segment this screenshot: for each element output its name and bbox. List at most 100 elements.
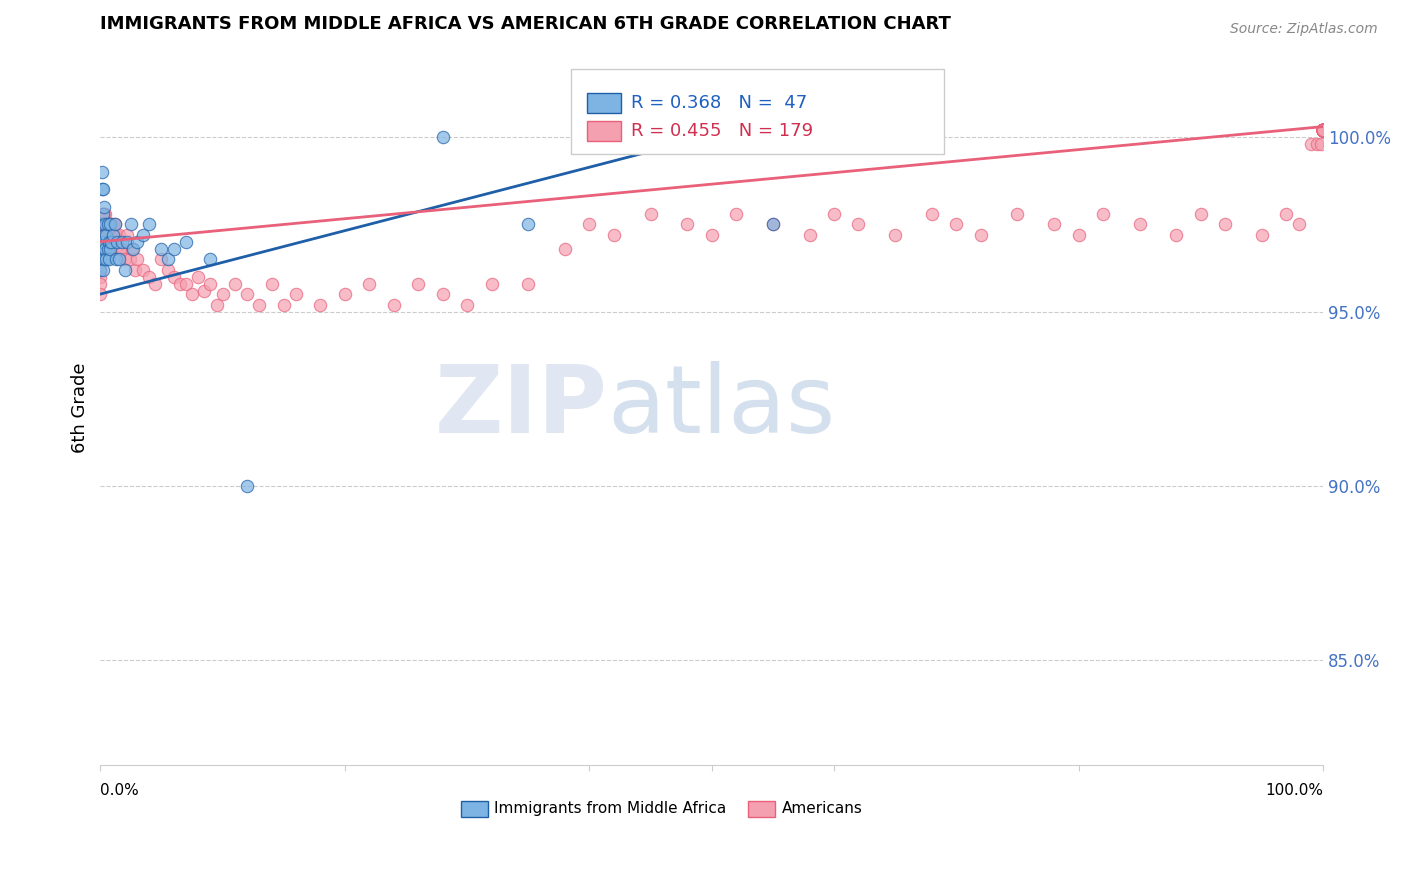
Point [89, 287, 111, 301]
Point [1288, 217, 1310, 231]
Point [145, 277, 167, 291]
Point [456, 297, 478, 311]
Point [91, 262, 114, 277]
Point [94, 217, 117, 231]
Point [211, 287, 233, 301]
Point [91, 207, 114, 221]
Point [1312, 123, 1334, 137]
Point [309, 297, 332, 311]
Point [260, 277, 283, 291]
Point [1067, 227, 1090, 242]
Point [1312, 123, 1334, 137]
Point [1129, 217, 1152, 231]
Point [117, 235, 139, 249]
Point [1312, 123, 1334, 137]
Point [1312, 123, 1334, 137]
Point [91, 235, 114, 249]
Point [224, 277, 246, 291]
Point [1312, 123, 1334, 137]
Point [91, 227, 114, 242]
Point [333, 287, 356, 301]
Point [101, 217, 124, 231]
Point [105, 252, 128, 267]
Point [432, 130, 454, 145]
Point [1312, 123, 1334, 137]
Point [1312, 123, 1334, 137]
Point [181, 287, 204, 301]
Point [97, 227, 120, 242]
Point [1312, 123, 1334, 137]
Point [107, 252, 129, 267]
Point [1189, 207, 1212, 221]
Point [1312, 123, 1334, 137]
Point [1251, 227, 1274, 242]
Point [1312, 123, 1334, 137]
Point [193, 284, 215, 298]
Point [1312, 123, 1334, 137]
Point [200, 277, 222, 291]
Point [90, 217, 112, 231]
Point [1312, 123, 1334, 137]
Point [676, 217, 699, 231]
Point [97, 227, 120, 242]
Point [1312, 123, 1334, 137]
Point [1312, 123, 1334, 137]
Point [1306, 136, 1329, 151]
Point [1312, 123, 1334, 137]
Point [1312, 123, 1334, 137]
Point [93, 252, 115, 267]
Point [96, 217, 118, 231]
Point [1312, 123, 1334, 137]
Point [1312, 123, 1334, 137]
Point [108, 242, 131, 256]
Point [97, 217, 120, 231]
Point [174, 235, 197, 249]
Point [90, 242, 112, 256]
Point [1312, 123, 1334, 137]
Text: 100.0%: 100.0% [1265, 782, 1323, 797]
Point [1312, 123, 1334, 137]
Point [89, 217, 111, 231]
FancyBboxPatch shape [748, 801, 775, 816]
Point [945, 217, 967, 231]
Point [187, 269, 209, 284]
Point [156, 262, 179, 277]
Point [138, 269, 160, 284]
Point [1312, 123, 1334, 137]
Point [101, 227, 124, 242]
Point [1312, 123, 1334, 137]
Point [1312, 123, 1334, 137]
Point [93, 207, 115, 221]
Point [205, 297, 228, 311]
Point [517, 217, 540, 231]
Point [1312, 123, 1334, 137]
Point [1312, 123, 1334, 137]
Text: R = 0.455   N = 179: R = 0.455 N = 179 [631, 122, 813, 140]
Point [90, 242, 112, 256]
Point [89, 235, 111, 249]
Point [94, 227, 117, 242]
Point [1312, 123, 1334, 137]
Point [1312, 123, 1334, 137]
Point [1312, 123, 1334, 137]
Point [91, 217, 114, 231]
Point [125, 252, 148, 267]
Point [700, 227, 723, 242]
Point [1312, 123, 1334, 137]
Point [97, 252, 120, 267]
Point [90, 227, 112, 242]
Point [578, 217, 600, 231]
Point [98, 217, 121, 231]
Point [603, 227, 626, 242]
Point [89, 252, 111, 267]
Point [121, 242, 143, 256]
Point [359, 277, 381, 291]
Point [1312, 123, 1334, 137]
Point [89, 242, 111, 256]
Point [122, 242, 145, 256]
Point [120, 217, 142, 231]
Point [90, 207, 112, 221]
Point [640, 207, 662, 221]
Point [1312, 123, 1334, 137]
Point [1312, 123, 1334, 137]
